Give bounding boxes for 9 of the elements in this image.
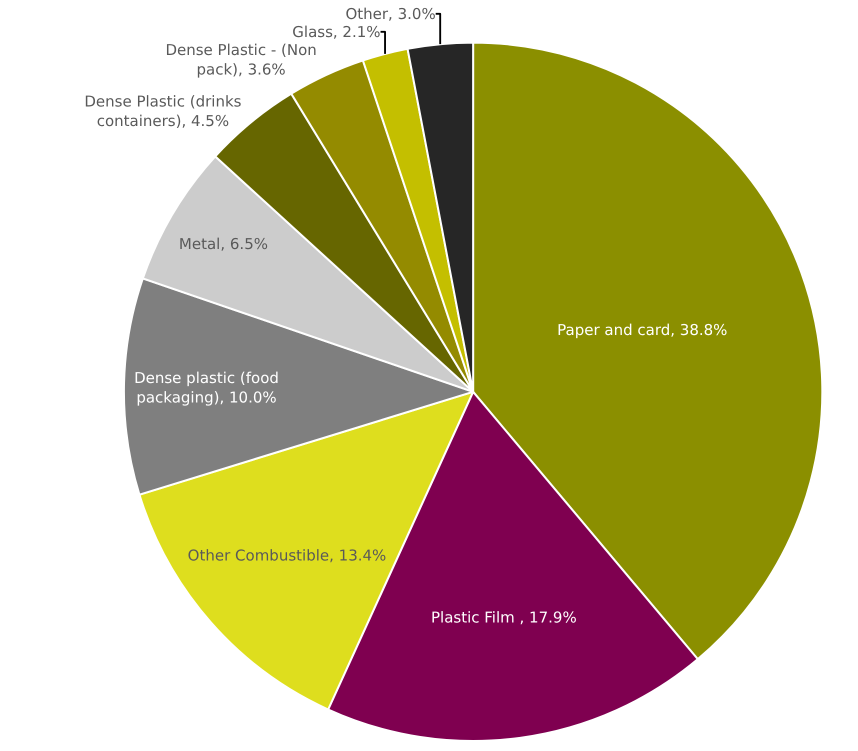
- slice-label: Dense Plastic - (Non pack), 3.6%: [165, 40, 317, 78]
- slice-label: Other Combustible, 13.4%: [188, 546, 386, 564]
- slice-label: Dense Plastic (drinks containers), 4.5%: [84, 92, 242, 130]
- slice-label: Plastic Film , 17.9%: [430, 608, 577, 626]
- slice-label: Glass, 2.1%: [292, 22, 381, 41]
- slice-label: Paper and card, 38.8%: [557, 321, 728, 340]
- slice-label: Other, 3.0%: [345, 4, 436, 23]
- slice-label: Metal, 6.5%: [178, 234, 268, 253]
- slice-label: Dense plastic (food packaging), 10.0%: [134, 368, 279, 406]
